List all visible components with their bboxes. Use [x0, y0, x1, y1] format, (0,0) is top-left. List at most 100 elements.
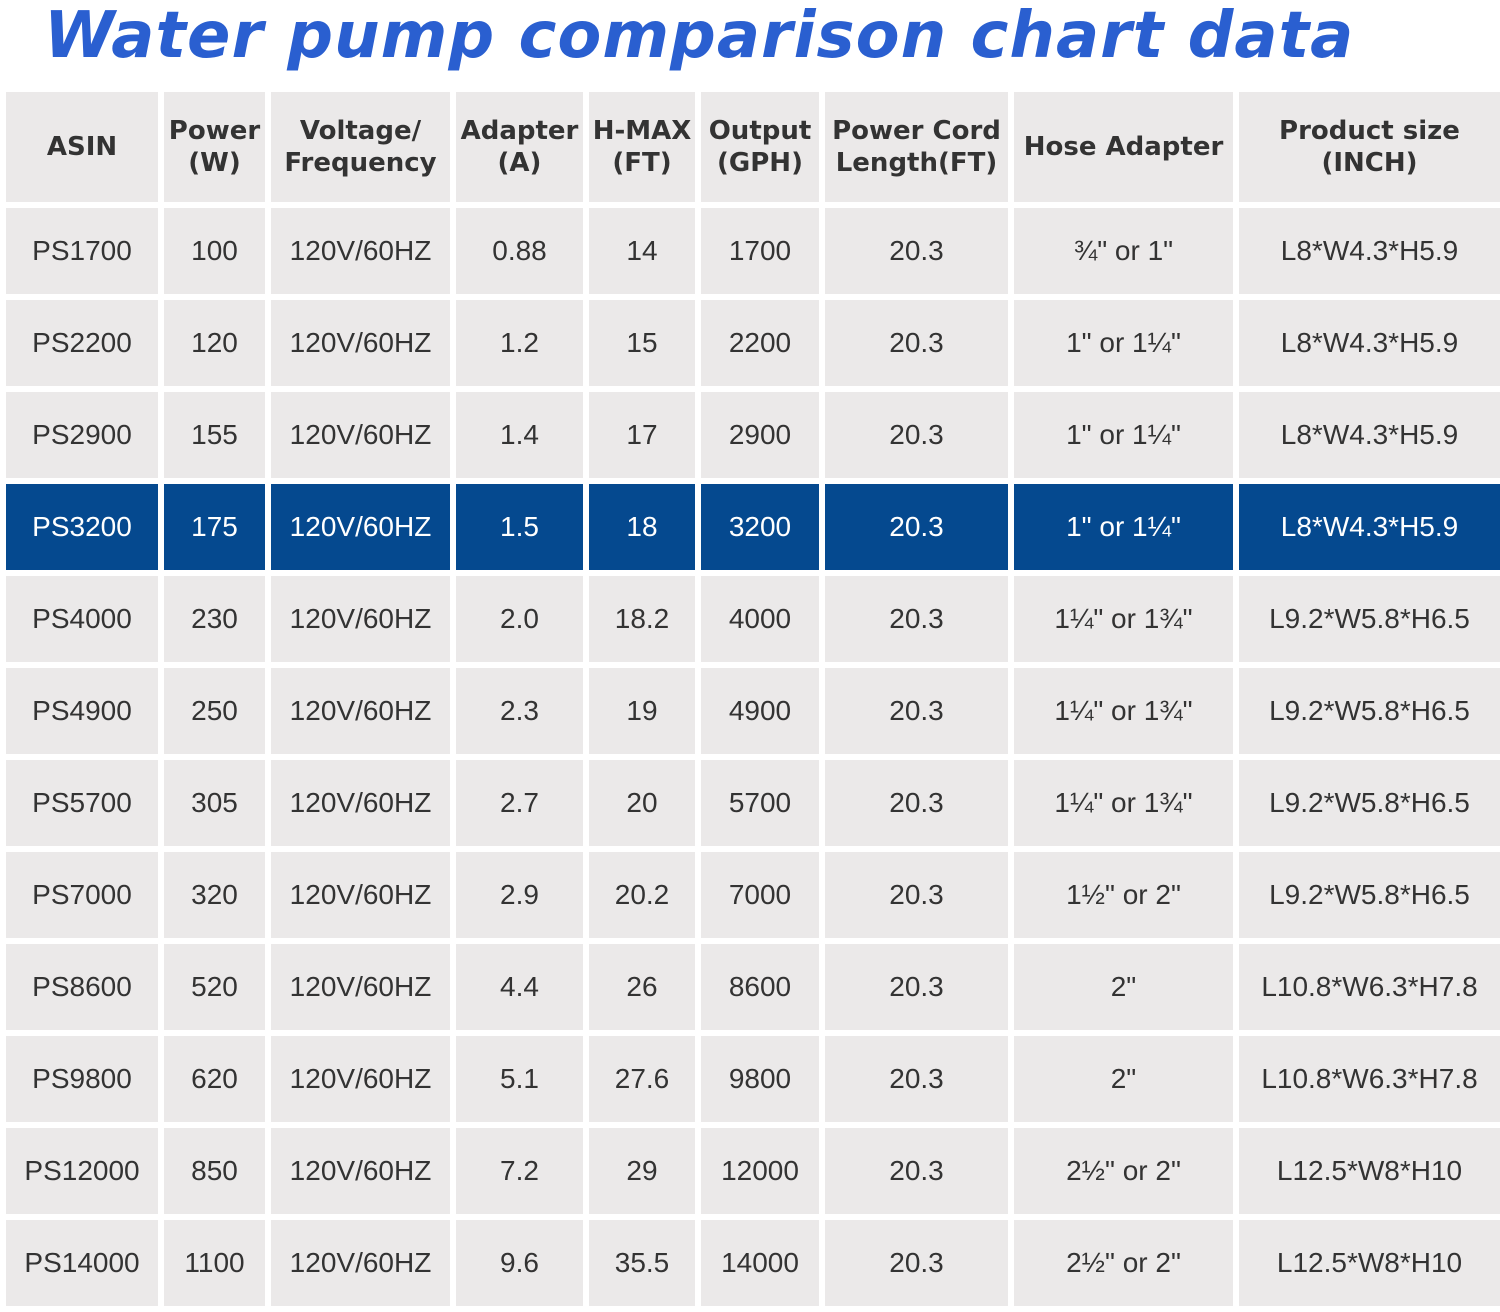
table-cell: PS9800 [6, 1036, 158, 1122]
table-cell: L9.2*W5.8*H6.5 [1239, 760, 1500, 846]
table-cell: 120V/60HZ [271, 668, 450, 754]
table-row: PS7000 320 120V/60HZ 2.9 20.2 7000 20.3 1½" or … [6, 852, 1500, 938]
table-cell: L9.2*W5.8*H6.5 [1239, 576, 1500, 662]
table-cell: 120V/60HZ [271, 300, 450, 386]
table-cell: 3200 [701, 484, 819, 570]
table-cell: 120 [164, 300, 265, 386]
table-cell: 20.3 [825, 944, 1008, 1030]
table-cell: PS3200 [6, 484, 158, 570]
table-cell: 175 [164, 484, 265, 570]
table-cell: 1.5 [456, 484, 583, 570]
table-cell: 1" or 1¼" [1014, 300, 1233, 386]
table-row: PS12000 850 120V/60HZ 7.2 29 12000 20.3 2½" or … [6, 1128, 1500, 1214]
table-cell: 2.7 [456, 760, 583, 846]
table-row: PS1700 100 120V/60HZ 0.88 14 1700 20.3 ¾" or 1"… [6, 208, 1500, 294]
table-cell: 305 [164, 760, 265, 846]
table-cell: 250 [164, 668, 265, 754]
table-cell: L8*W4.3*H5.9 [1239, 392, 1500, 478]
table-cell: 120V/60HZ [271, 1220, 450, 1306]
table-cell: 20.3 [825, 576, 1008, 662]
table-cell: PS1700 [6, 208, 158, 294]
table-cell: 1.4 [456, 392, 583, 478]
table-row: PS4900 250 120V/60HZ 2.3 19 4900 20.3 1¼" or 1¾… [6, 668, 1500, 754]
chart-title: Water pump comparison chart data [44, 0, 1355, 73]
table-cell: 26 [589, 944, 695, 1030]
table-row: PS2900 155 120V/60HZ 1.4 17 2900 20.3 1" or 1¼"… [6, 392, 1500, 478]
column-header: Product size (INCH) [1239, 92, 1500, 202]
table-cell: 2900 [701, 392, 819, 478]
table-cell: L10.8*W6.3*H7.8 [1239, 944, 1500, 1030]
table-cell: 120V/60HZ [271, 576, 450, 662]
table-cell: ¾" or 1" [1014, 208, 1233, 294]
table-row: PS4000 230 120V/60HZ 2.0 18.2 4000 20.3 1¼" or … [6, 576, 1500, 662]
table-body: PS1700 100 120V/60HZ 0.88 14 1700 20.3 ¾" or 1"… [6, 208, 1500, 1306]
table-cell: 20.3 [825, 668, 1008, 754]
table-cell: PS7000 [6, 852, 158, 938]
table-cell: 20.3 [825, 300, 1008, 386]
column-header: Output (GPH) [701, 92, 819, 202]
table-cell: 2.9 [456, 852, 583, 938]
table-cell: 1¼" or 1¾" [1014, 760, 1233, 846]
table-cell: 100 [164, 208, 265, 294]
table-cell: 120V/60HZ [271, 760, 450, 846]
table-cell: 1¼" or 1¾" [1014, 668, 1233, 754]
table-cell: 20.3 [825, 760, 1008, 846]
table-cell: 120V/60HZ [271, 852, 450, 938]
table-cell: 9.6 [456, 1220, 583, 1306]
table-cell: 120V/60HZ [271, 484, 450, 570]
table-cell: 20 [589, 760, 695, 846]
table-cell: 12000 [701, 1128, 819, 1214]
table-cell: 0.88 [456, 208, 583, 294]
table-cell: 5.1 [456, 1036, 583, 1122]
table-cell: 7.2 [456, 1128, 583, 1214]
column-header: H-MAX (FT) [589, 92, 695, 202]
table-cell: PS12000 [6, 1128, 158, 1214]
table-cell: 18.2 [589, 576, 695, 662]
table-cell: 120V/60HZ [271, 944, 450, 1030]
table-row: PS5700 305 120V/60HZ 2.7 20 5700 20.3 1¼" or 1¾… [6, 760, 1500, 846]
column-header: Hose Adapter [1014, 92, 1233, 202]
header-row: ASIN Power (W) Voltage/Frequency Adapter (A) H… [6, 92, 1500, 202]
table-cell: 620 [164, 1036, 265, 1122]
column-header: Voltage/Frequency [271, 92, 450, 202]
table-row: PS14000 1100 120V/60HZ 9.6 35.5 14000 20.3 2½" … [6, 1220, 1500, 1306]
table-cell: 120V/60HZ [271, 1036, 450, 1122]
table-cell: 19 [589, 668, 695, 754]
table-cell: 7000 [701, 852, 819, 938]
table-cell: 15 [589, 300, 695, 386]
table-cell: 120V/60HZ [271, 392, 450, 478]
table-cell: L8*W4.3*H5.9 [1239, 300, 1500, 386]
table-cell: 29 [589, 1128, 695, 1214]
table-row: PS2200 120 120V/60HZ 1.2 15 2200 20.3 1" or 1¼"… [6, 300, 1500, 386]
column-header: Power (W) [164, 92, 265, 202]
table-cell: 1700 [701, 208, 819, 294]
table-cell: 8600 [701, 944, 819, 1030]
table-cell: L10.8*W6.3*H7.8 [1239, 1036, 1500, 1122]
table-cell: 2200 [701, 300, 819, 386]
table-cell: 20.3 [825, 1128, 1008, 1214]
table-cell: 20.3 [825, 484, 1008, 570]
table-cell: L9.2*W5.8*H6.5 [1239, 668, 1500, 754]
table-cell: PS2200 [6, 300, 158, 386]
table-cell: 20.2 [589, 852, 695, 938]
table-cell: 120V/60HZ [271, 1128, 450, 1214]
column-header: ASIN [6, 92, 158, 202]
table-cell: 4900 [701, 668, 819, 754]
table-cell: L9.2*W5.8*H6.5 [1239, 852, 1500, 938]
table-cell: L12.5*W8*H10 [1239, 1128, 1500, 1214]
table-cell: 20.3 [825, 392, 1008, 478]
column-header: Adapter (A) [456, 92, 583, 202]
table-cell: 1¼" or 1¾" [1014, 576, 1233, 662]
table-cell: 1" or 1¼" [1014, 484, 1233, 570]
column-header: Power Cord Length(FT) [825, 92, 1008, 202]
table-cell: 2½" or 2" [1014, 1220, 1233, 1306]
table-cell: 230 [164, 576, 265, 662]
table-cell: 14 [589, 208, 695, 294]
table-cell: 1" or 1¼" [1014, 392, 1233, 478]
table-cell: 20.3 [825, 1036, 1008, 1122]
table-cell: 120V/60HZ [271, 208, 450, 294]
table-cell: 20.3 [825, 1220, 1008, 1306]
table-cell: L8*W4.3*H5.9 [1239, 484, 1500, 570]
table-cell: L8*W4.3*H5.9 [1239, 208, 1500, 294]
table-cell: 320 [164, 852, 265, 938]
